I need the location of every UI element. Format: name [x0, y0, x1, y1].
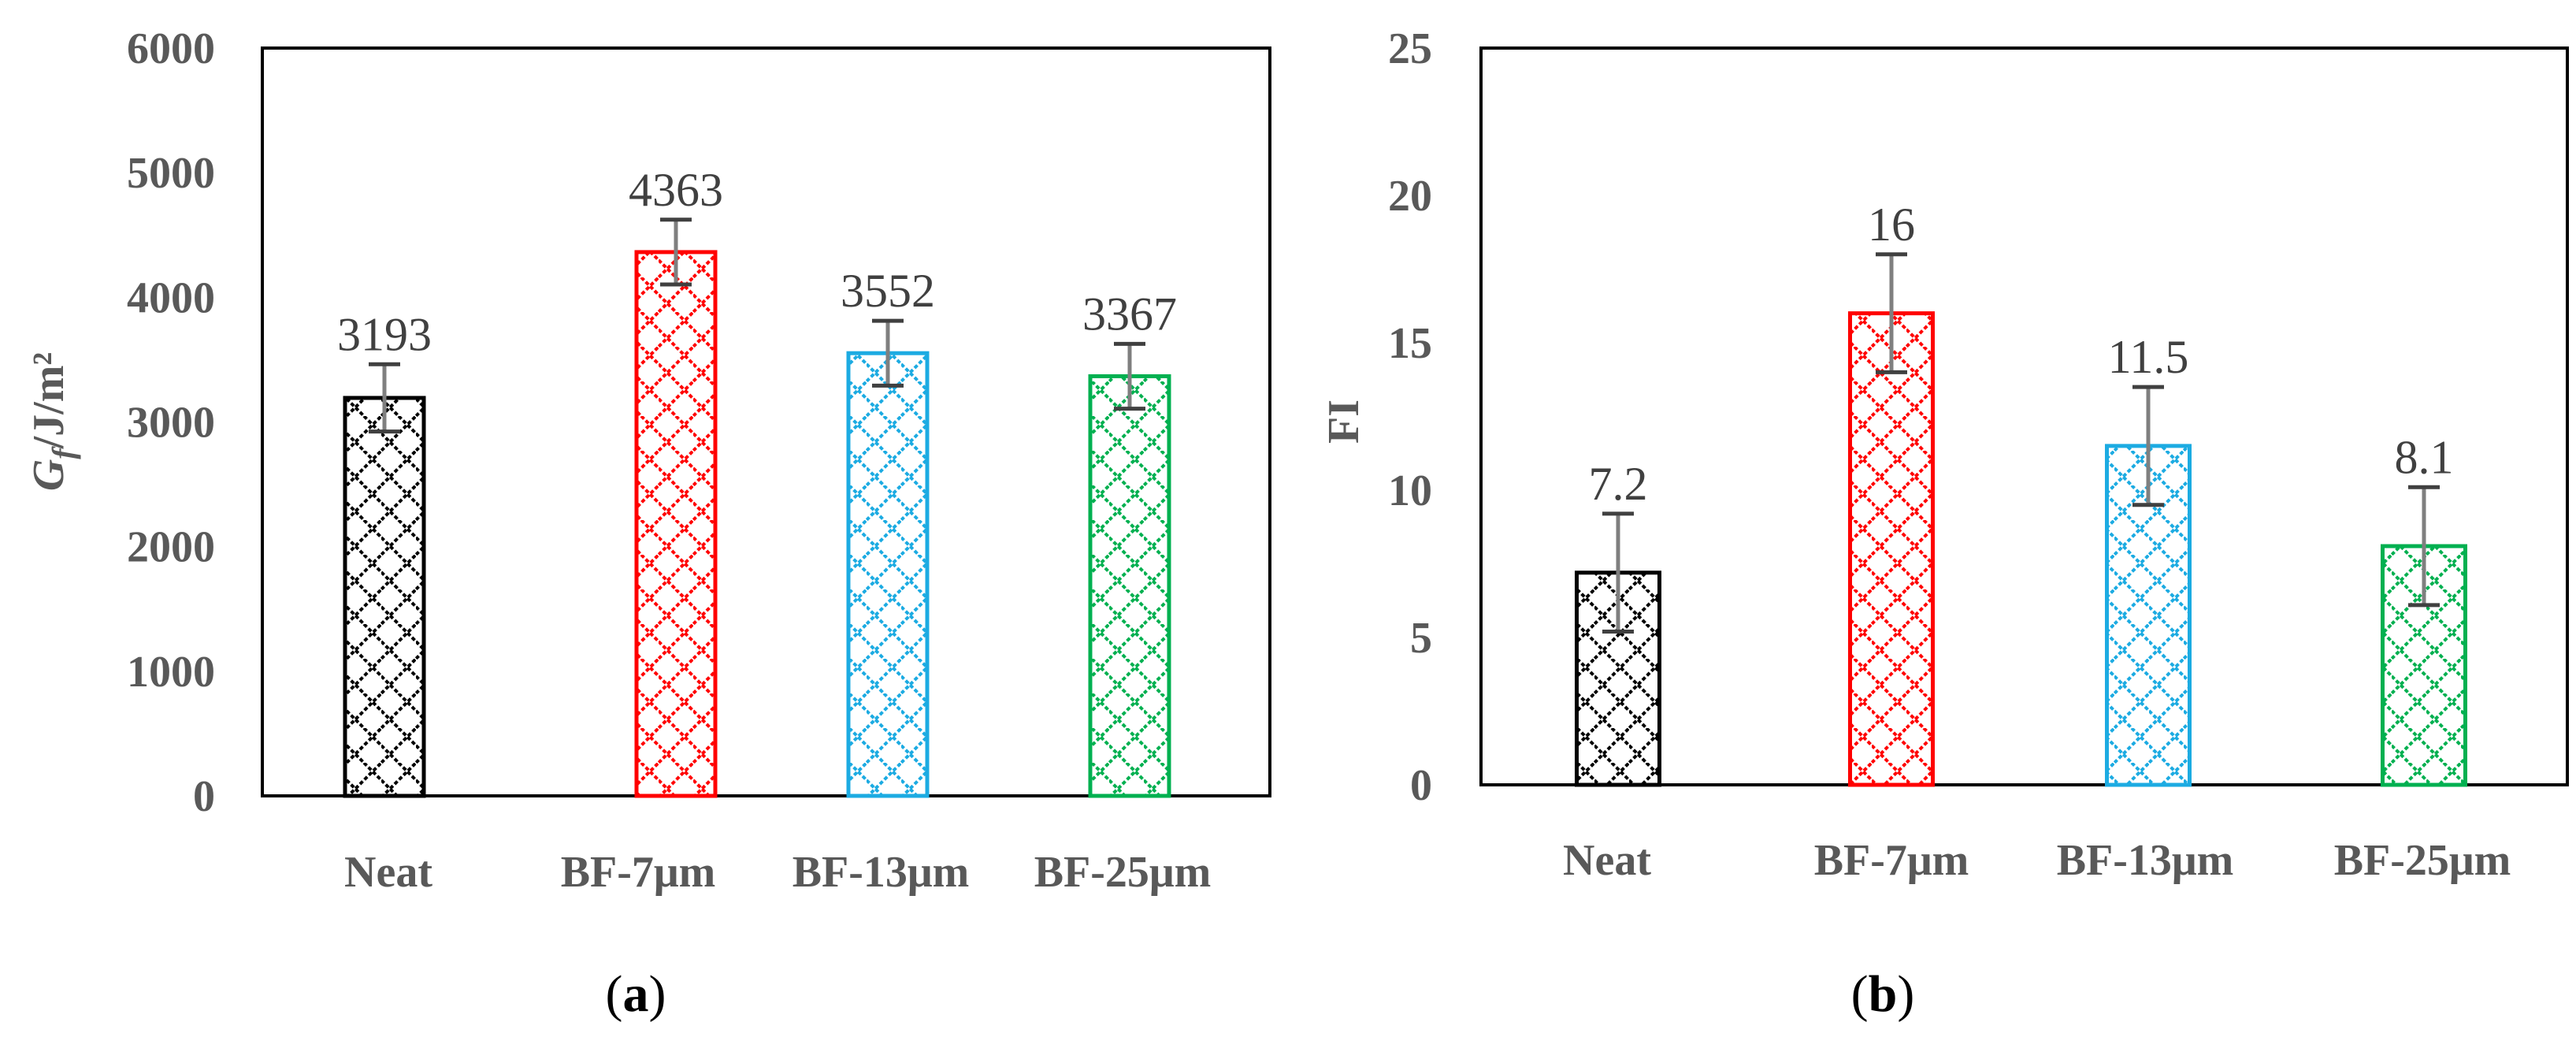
x-tick-label: BF-13μm	[2057, 836, 2234, 885]
y-tick-label: 10	[1388, 466, 1432, 515]
data-label: 3552	[841, 265, 935, 317]
error-bar	[1602, 511, 1634, 634]
error-bar	[2408, 485, 2440, 608]
plot-area-frame	[1479, 46, 2569, 786]
x-tick-label: Neat	[1563, 836, 1651, 885]
y-axis-label: FI	[1320, 400, 1368, 444]
bar-bf-7-m	[1848, 311, 1935, 787]
data-label: 3367	[1082, 288, 1177, 340]
panel-label-b: (b)	[1851, 965, 1915, 1023]
bar-bf-25-m	[1088, 374, 1171, 798]
data-label: 7.2	[1589, 458, 1648, 510]
bar-bf-7-m	[634, 250, 718, 798]
y-tick-label: 5000	[127, 149, 215, 198]
chart-panel-a: 0 1000 2000 3000 4000 5000 6000 3193 4363 3552 33…	[24, 24, 1271, 1023]
bar-neat	[343, 396, 426, 798]
panel-label-a: (a)	[606, 965, 666, 1023]
bar-bf-13-m	[846, 351, 930, 798]
x-tick-label: BF-7μm	[1814, 836, 1969, 885]
plot-area-frame	[261, 46, 1271, 797]
y-axis-label-subscript: f	[46, 446, 81, 459]
error-bar	[1876, 252, 1907, 374]
error-bar	[872, 318, 904, 388]
y-tick-label: 0	[1410, 761, 1432, 810]
x-tick-label: BF-7μm	[561, 848, 716, 897]
y-tick-label: 1000	[127, 648, 215, 697]
data-label: 11.5	[2108, 331, 2189, 383]
error-bar	[369, 362, 400, 434]
chart-panel-b: 0 5 10 15 20 25 7.2 16 11.5 8.1 Neat BF-7μm BF-13μ…	[1320, 24, 2569, 1023]
error-bar	[1114, 341, 1145, 411]
y-tick-label: 3000	[127, 399, 215, 448]
y-tick-label: 6000	[127, 24, 215, 73]
error-bar	[660, 217, 692, 287]
y-tick-label: 2000	[127, 523, 215, 572]
y-tick-label: 0	[193, 772, 215, 821]
y-axis-label-symbol: G	[24, 459, 73, 491]
y-tick-label: 20	[1388, 172, 1432, 221]
data-label: 4363	[629, 164, 723, 216]
x-tick-label: Neat	[344, 848, 432, 897]
x-tick-label: BF-25μm	[2334, 836, 2511, 885]
error-bar	[2132, 385, 2164, 507]
y-tick-label: 25	[1388, 24, 1432, 73]
data-label: 3193	[337, 308, 432, 360]
x-tick-label: BF-13μm	[792, 848, 970, 897]
y-axis-label-unit: /J/m²	[24, 352, 73, 450]
y-tick-label: 5	[1410, 614, 1432, 663]
data-label: 8.1	[2395, 431, 2454, 483]
y-tick-label: 15	[1388, 319, 1432, 368]
y-tick-label: 4000	[127, 273, 215, 322]
x-tick-label: BF-25μm	[1034, 848, 1212, 897]
data-label: 16	[1868, 199, 1915, 251]
y-axis-label: Gf/J/m²	[24, 352, 81, 491]
